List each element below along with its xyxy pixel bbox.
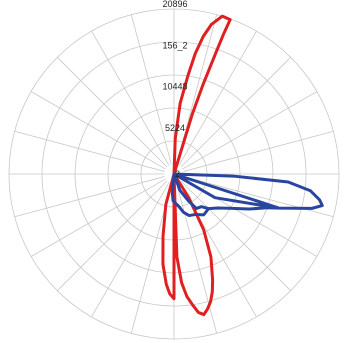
radial-tick-labels: 2 5224 10448 156_2 20896 [162,0,187,179]
radial-tick-label: 20896 [162,0,187,9]
series-blue-line [170,172,324,218]
grid-spoke [14,130,165,172]
grid-spoke [183,130,334,172]
grid-spoke [57,180,168,291]
series-red-line [161,14,232,317]
grid-spoke [183,176,334,218]
grid-spoke [57,57,168,168]
radial-tick-label: 5224 [165,123,185,133]
grid-spoke [91,30,170,166]
series-group [161,14,324,317]
grid-spoke [178,30,257,166]
grid-spoke [14,176,165,218]
radial-tick-label: 156_2 [162,40,187,50]
grid-spoke [30,178,166,257]
grid-spoke [91,182,170,318]
grid-spoke [182,91,318,170]
grid-spoke [180,57,291,168]
grid-spoke [180,180,291,291]
polar-grid [8,8,340,340]
grid-spoke [30,91,166,170]
radial-tick-label: 2 [175,169,180,179]
grid-spoke [130,14,172,165]
grid-spoke [176,183,218,334]
radial-tick-label: 10448 [162,82,187,92]
